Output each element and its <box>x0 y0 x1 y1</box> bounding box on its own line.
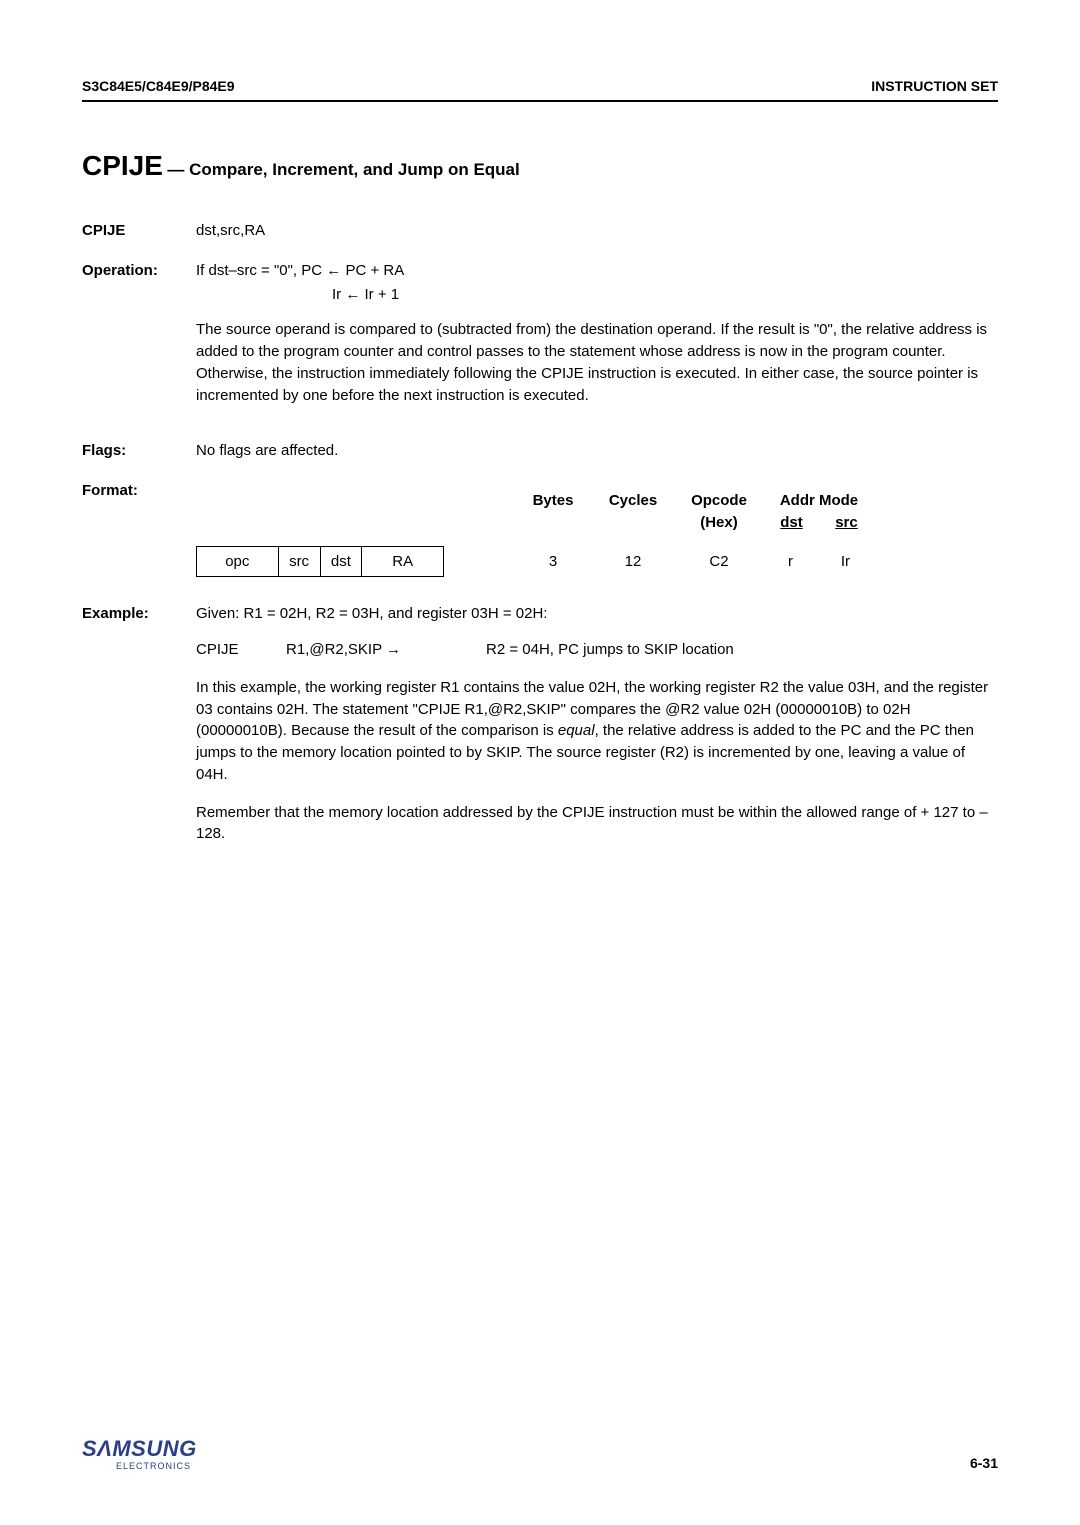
page-number: 6-31 <box>970 1455 998 1471</box>
encoding-table: opc src dst RA <box>196 546 444 578</box>
format-header-opcode: Opcode (Hex) <box>674 490 764 534</box>
example-p1-ital: equal <box>558 722 595 739</box>
format-header-row: Bytes Cycles Opcode (Hex) Addr Mode dst … <box>196 490 998 534</box>
flags-label: Flags: <box>82 440 196 462</box>
example-code-args: R1,@R2,SKIP → <box>286 639 486 661</box>
example-paragraph-2: Remember that the memory location addres… <box>196 802 998 846</box>
operation-line2: Ir ← Ir + 1 <box>196 284 998 306</box>
format-bytes: 3 <box>514 551 592 573</box>
example-code-mnemonic: CPIJE <box>196 639 286 661</box>
logo-sub: ELECTRONICS <box>82 1462 197 1471</box>
operation-section: Operation: If dst–src = "0", PC ← PC + R… <box>82 260 998 423</box>
operation-label: Operation: <box>82 260 196 423</box>
example-given: Given: R1 = 02H, R2 = 03H, and register … <box>196 603 998 625</box>
flags-text: No flags are affected. <box>196 440 998 462</box>
operation-description: The source operand is compared to (subtr… <box>196 319 998 406</box>
format-label: Format: <box>82 480 196 577</box>
format-header-src: src <box>835 512 858 534</box>
encoding-src: src <box>278 546 320 577</box>
encoding-dst: dst <box>320 546 362 577</box>
example-code-line: CPIJE R1,@R2,SKIP → R2 = 04H, PC jumps t… <box>196 639 998 661</box>
syntax-label: CPIJE <box>82 220 196 242</box>
format-header-opcode-l1: Opcode <box>674 490 764 512</box>
format-header-cycles: Cycles <box>592 490 674 534</box>
format-data-row: opc src dst RA 3 12 C2 r Ir <box>196 546 998 578</box>
encoding-ra: RA <box>362 546 444 577</box>
syntax-operands: dst,src,RA <box>196 220 998 242</box>
format-opcode: C2 <box>674 551 764 573</box>
page-footer: SΛMSUNG ELECTRONICS 6-31 <box>82 1438 998 1471</box>
title-mnemonic: CPIJE <box>82 150 163 181</box>
example-section: Example: Given: R1 = 02H, R2 = 03H, and … <box>82 603 998 861</box>
instruction-title: CPIJE — Compare, Increment, and Jump on … <box>82 150 998 182</box>
syntax-section: CPIJE dst,src,RA <box>82 220 998 242</box>
flags-section: Flags: No flags are affected. <box>82 440 998 462</box>
operation-line1: If dst–src = "0", PC ← PC + RA <box>196 260 998 282</box>
format-cycles: 12 <box>592 551 674 573</box>
format-dst: r <box>788 551 793 573</box>
format-header-addr-title: Addr Mode <box>764 490 874 512</box>
format-src: Ir <box>841 551 850 573</box>
samsung-logo: SΛMSUNG ELECTRONICS <box>82 1438 197 1471</box>
format-header-dst: dst <box>780 512 803 534</box>
example-paragraph-1: In this example, the working register R1… <box>196 677 998 786</box>
title-description: — Compare, Increment, and Jump on Equal <box>167 160 519 179</box>
header-left: S3C84E5/C84E9/P84E9 <box>82 78 235 94</box>
format-header-bytes: Bytes <box>514 490 592 534</box>
format-header-addrmode: Addr Mode dst src <box>764 490 874 534</box>
header-right: INSTRUCTION SET <box>871 78 998 94</box>
example-label: Example: <box>82 603 196 861</box>
format-header-opcode-l2: (Hex) <box>674 512 764 534</box>
page-header: S3C84E5/C84E9/P84E9 INSTRUCTION SET <box>82 78 998 102</box>
format-section: Format: Bytes Cycles Opcode (Hex) Addr M… <box>82 480 998 577</box>
logo-main: SΛMSUNG <box>82 1436 197 1461</box>
encoding-opc: opc <box>197 546 279 577</box>
example-code-result: R2 = 04H, PC jumps to SKIP location <box>486 639 998 661</box>
